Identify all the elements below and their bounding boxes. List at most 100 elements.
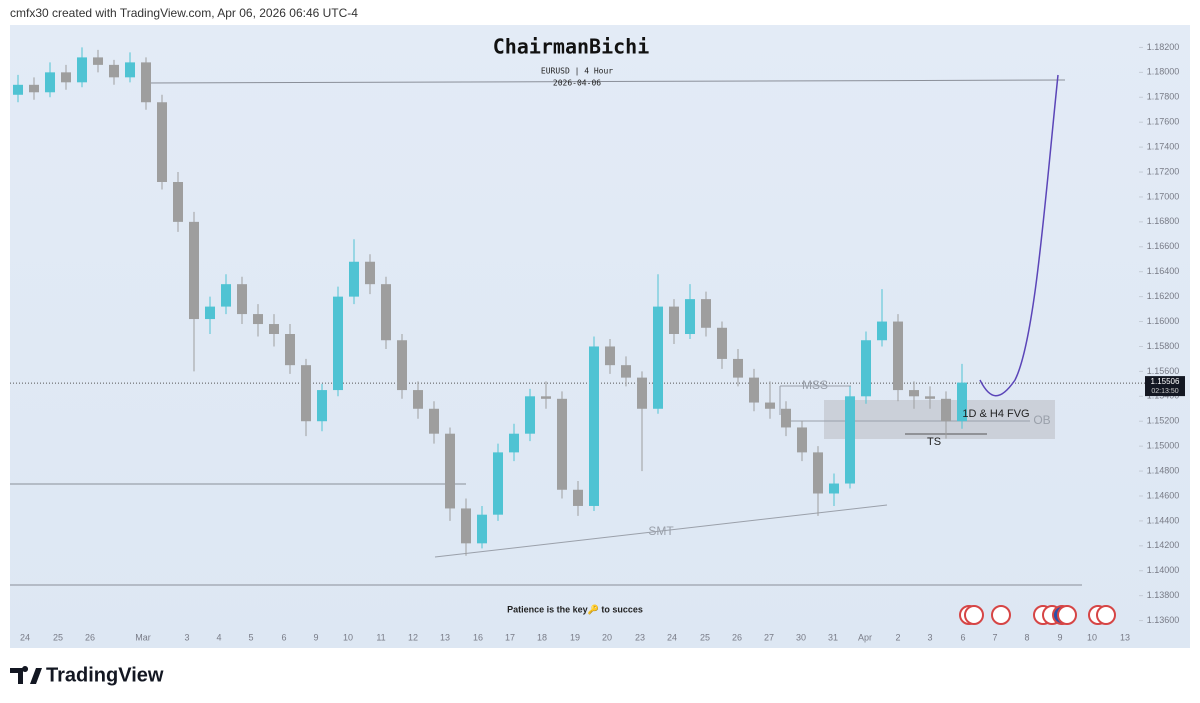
candle-body [365, 261, 375, 285]
x-tick-label: 10 [343, 632, 353, 642]
candle-body [109, 64, 119, 78]
y-tick-label: 1.15200 [1147, 416, 1180, 426]
price-tag-value: 1.15506 [1151, 377, 1180, 386]
annotation: MSS [802, 378, 828, 392]
x-tick-label: 25 [53, 632, 63, 642]
y-tick-label: 1.16600 [1147, 241, 1180, 251]
y-tick-label: 1.15800 [1147, 341, 1180, 351]
y-tick-label: 1.17400 [1147, 141, 1180, 151]
y-tick-label: 1.14600 [1147, 490, 1180, 500]
candle-body [493, 452, 503, 515]
annotation: SMT [648, 524, 674, 538]
chart-background [10, 25, 1190, 648]
candle-body [477, 514, 487, 544]
x-tick-label: 6 [281, 632, 286, 642]
candle-body [861, 340, 871, 397]
x-tick-label: 30 [796, 632, 806, 642]
candle-body [189, 221, 199, 320]
candle-body [653, 306, 663, 409]
candle-body [253, 314, 263, 325]
candle-body [781, 408, 791, 428]
x-tick-label: 24 [20, 632, 30, 642]
candle-body [77, 57, 87, 83]
logo: TradingView [10, 664, 164, 686]
candle-body [525, 396, 535, 434]
candle-body [173, 181, 183, 222]
candle-body [333, 296, 343, 391]
fvg-zone [824, 400, 1055, 439]
annotation: OB [1033, 413, 1050, 427]
x-tick-label: 17 [505, 632, 515, 642]
x-tick-label: Apr [858, 632, 872, 642]
candle-body [589, 346, 599, 506]
logo-text: TradingView [46, 664, 164, 686]
x-tick-label: 19 [570, 632, 580, 642]
candle-body [221, 284, 231, 307]
y-tick-label: 1.14400 [1147, 515, 1180, 525]
candle-body [541, 396, 551, 399]
x-tick-label: Mar [135, 632, 151, 642]
annotation: 1D & H4 FVG [962, 408, 1029, 420]
candle-body [13, 84, 23, 95]
candle-body [797, 427, 807, 453]
y-tick-label: 1.14200 [1147, 540, 1180, 550]
x-tick-label: 10 [1087, 632, 1097, 642]
header: cmfx30 created with TradingView.com, Apr… [10, 6, 358, 20]
candle-body [29, 84, 39, 93]
x-tick-label: 12 [408, 632, 418, 642]
x-tick-label: 24 [667, 632, 677, 642]
candle-body [573, 489, 583, 506]
x-tick-label: 26 [732, 632, 742, 642]
candle-body [461, 508, 471, 544]
candle-body [621, 365, 631, 378]
chart-date: 2026-04-06 [553, 79, 601, 88]
y-tick-label: 1.14800 [1147, 465, 1180, 475]
x-tick-label: 9 [1057, 632, 1062, 642]
countdown: 02:13:50 [1151, 388, 1178, 395]
y-tick-label: 1.16800 [1147, 216, 1180, 226]
y-tick-label: 1.14000 [1147, 565, 1180, 575]
resistance-line [144, 79, 1066, 84]
candle-body [93, 57, 103, 65]
x-tick-label: 7 [992, 632, 997, 642]
candle-body [45, 72, 55, 93]
y-tick-label: 1.17600 [1147, 117, 1180, 127]
candle-body [925, 396, 935, 399]
y-tick-label: 1.15000 [1147, 441, 1180, 451]
x-tick-label: 16 [473, 632, 483, 642]
x-tick-label: 6 [960, 632, 965, 642]
y-tick-label: 1.13600 [1147, 615, 1180, 625]
x-tick-label: 23 [635, 632, 645, 642]
y-tick-label: 1.18200 [1147, 42, 1180, 52]
chart-title: ChairmanBichi [493, 35, 650, 59]
candle-body [845, 396, 855, 484]
candle-body [269, 324, 279, 335]
projection-curve [979, 74, 1059, 397]
candle-body [605, 346, 615, 366]
x-tick-label: 26 [85, 632, 95, 642]
price-tag [1145, 376, 1185, 397]
x-tick-label: 20 [602, 632, 612, 642]
candle-body [637, 377, 647, 409]
candle-body [381, 284, 391, 341]
y-tick-label: 1.16000 [1147, 316, 1180, 326]
candle-body [877, 321, 887, 341]
candle-body [685, 299, 695, 335]
candle-body [205, 306, 215, 320]
y-tick-label: 1.18000 [1147, 67, 1180, 77]
candle-body [765, 402, 775, 409]
candle-body [829, 483, 839, 494]
annotation: TS [927, 436, 941, 448]
x-tick-label: 2 [895, 632, 900, 642]
y-tick-label: 1.17000 [1147, 191, 1180, 201]
candle-body [157, 102, 167, 182]
x-tick-label: 27 [764, 632, 774, 642]
x-tick-label: 3 [184, 632, 189, 642]
candle-body [749, 377, 759, 403]
caption: Patience is the key🔑 to succes [507, 603, 643, 615]
x-tick-label: 3 [927, 632, 932, 642]
candle-body [445, 433, 455, 509]
x-tick-label: 31 [828, 632, 838, 642]
